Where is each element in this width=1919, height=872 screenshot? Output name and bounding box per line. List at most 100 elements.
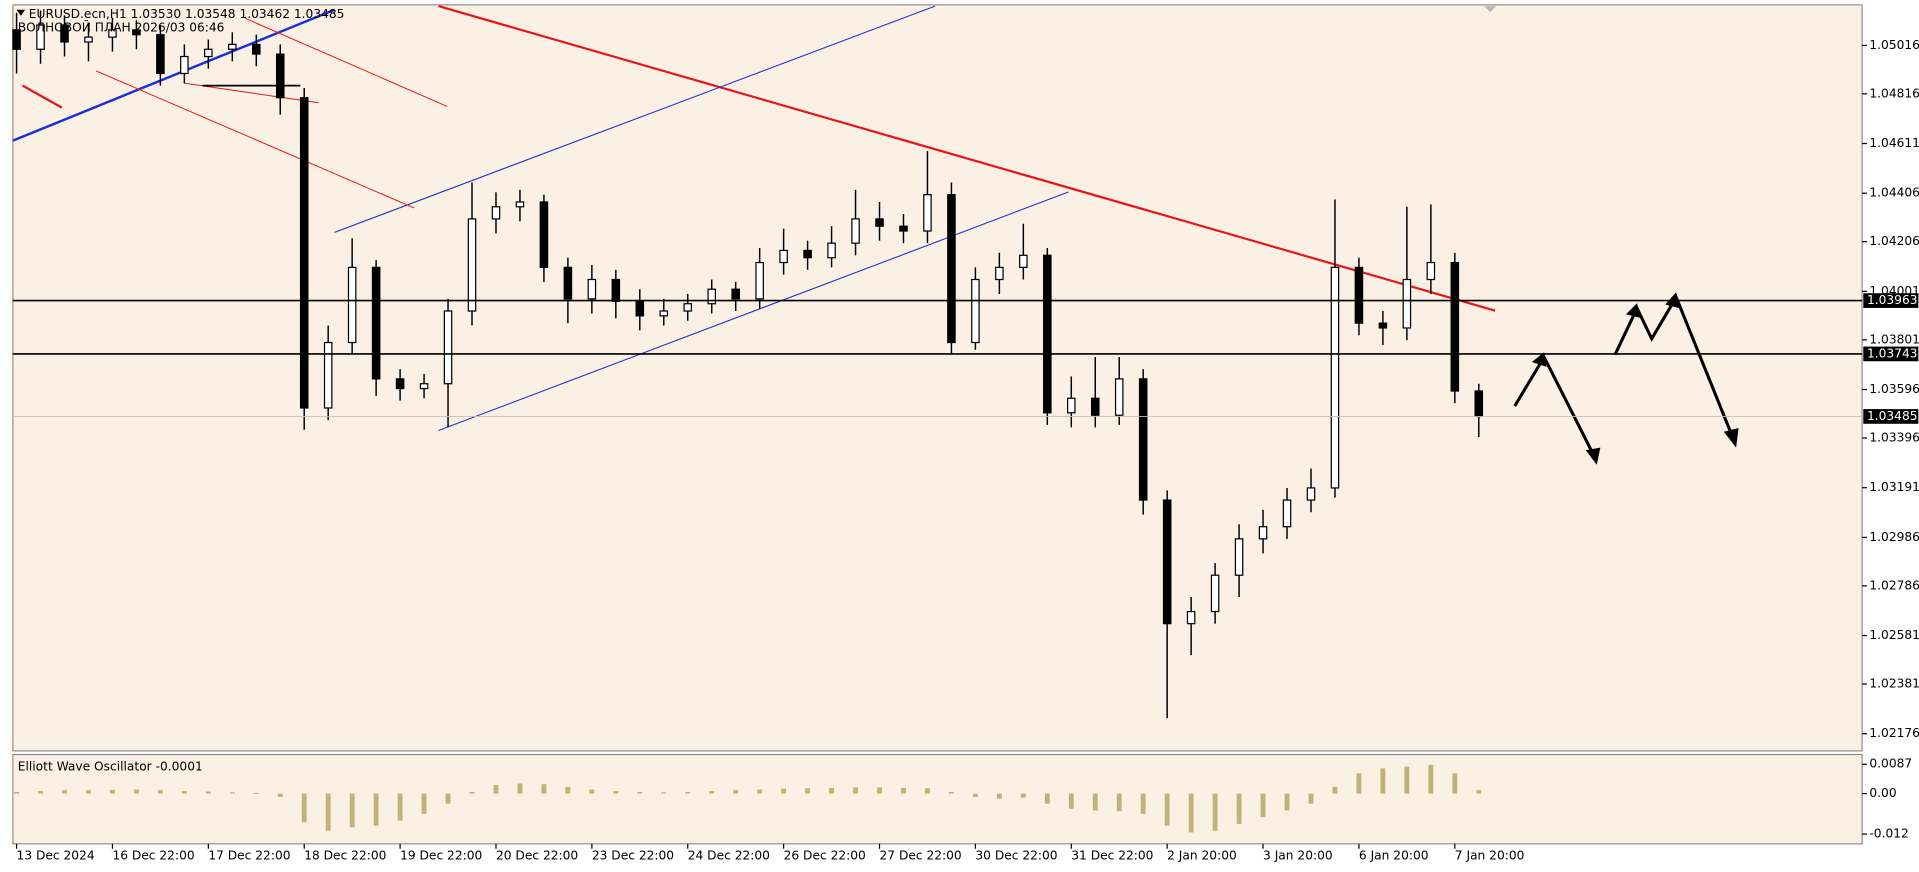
oscillator-bar (781, 788, 787, 794)
candle-body (395, 378, 405, 390)
oscillator-bar (1044, 793, 1050, 804)
oscillator-bar (1332, 786, 1338, 794)
candle-body (60, 24, 69, 43)
candle-body (419, 383, 429, 390)
level-label: 1.03743 (1867, 346, 1918, 360)
oscillator-bar (86, 790, 91, 794)
y-tick-label: 1.02176 (1869, 726, 1919, 740)
candle-body (1450, 261, 1460, 392)
oscillator-bar (589, 789, 595, 794)
y-tick-label: 1.05016 (1869, 38, 1919, 52)
candle-body (491, 206, 501, 220)
oscillator-bar (661, 792, 667, 794)
x-tick-label: 31 Dec 22:00 (1071, 849, 1153, 863)
oscillator-bar (38, 790, 43, 794)
menu-icon (16, 9, 26, 16)
oscillator-bar (733, 790, 739, 794)
oscillator-bar (397, 793, 403, 821)
candle-body (1354, 266, 1364, 324)
x-tick-label: 3 Jan 20:00 (1263, 849, 1333, 863)
x-tick-label: 17 Dec 22:00 (208, 849, 290, 863)
oscillator-bar (1404, 766, 1410, 794)
candle-body (1426, 261, 1436, 281)
current-price-label: 1.03485 (1867, 409, 1918, 423)
y-tick-label: 1.04611 (1869, 136, 1919, 150)
candle-body (1186, 610, 1196, 625)
candle-body (443, 310, 453, 385)
oscillator-bar (1260, 793, 1266, 818)
oscillator-bar (277, 793, 283, 797)
oscillator-bar (157, 790, 163, 794)
candle-body (1474, 390, 1484, 418)
x-tick-label: 2 Jan 20:00 (1167, 849, 1237, 863)
candle-body (347, 266, 357, 344)
oscillator-bar (685, 791, 691, 794)
level-label-bg (1863, 346, 1919, 362)
oscillator-bar (709, 790, 715, 794)
arrow-head (1723, 428, 1739, 448)
osc-y-tick-label: 0.00 (1869, 786, 1896, 800)
candle-body (539, 201, 549, 268)
oscillator-bar (925, 788, 930, 794)
candle-body (1162, 499, 1172, 625)
chart-subtitle: ВОЛНОВОЙ ПЛАН 2026/03 06:46 (18, 20, 225, 35)
oscillator-bar (877, 787, 882, 794)
x-tick-label: 6 Jan 20:00 (1359, 849, 1429, 863)
level-label-bg (1863, 293, 1919, 308)
y-tick-label: 1.03191 (1869, 480, 1919, 494)
candle-body (563, 266, 573, 300)
oscillator-bar (565, 786, 571, 794)
x-tick-label: 30 Dec 22:00 (975, 849, 1057, 863)
candle-body (299, 97, 309, 409)
candle-body (659, 310, 669, 317)
candle-body (611, 278, 621, 302)
candle-body (1258, 526, 1268, 540)
plot: 1.050161.048161.046111.044061.042061.040… (12, 10, 1919, 863)
oscillator-bar (301, 793, 307, 823)
oscillator-bar (1092, 793, 1098, 811)
x-tick-label: 7 Jan 20:00 (1455, 849, 1525, 863)
y-tick-label: 1.03396 (1869, 431, 1919, 445)
oscillator-bar (1140, 793, 1146, 814)
candle-body (1378, 322, 1388, 329)
y-tick-label: 1.04206 (1869, 234, 1919, 248)
trend-line (438, 5, 1496, 312)
y-tick-label: 1.04406 (1869, 186, 1919, 200)
x-tick-label: 23 Dec 22:00 (592, 849, 674, 863)
candle-body (467, 218, 477, 312)
candle-body (36, 24, 45, 50)
candle-body (683, 303, 693, 312)
candle-body (132, 29, 141, 36)
candle-body (851, 218, 860, 244)
trend-line (12, 8, 336, 142)
candle-body (1090, 397, 1100, 416)
oscillator-bar (181, 790, 187, 794)
y-tick-label: 1.03801 (1869, 332, 1919, 346)
oscillator-bar (373, 793, 379, 826)
level-label: 1.03963 (1867, 293, 1918, 307)
oscillator-bar (613, 790, 619, 794)
oscillator-bar (972, 793, 978, 797)
oscillator-bar (1068, 793, 1074, 809)
candle-body (1138, 378, 1148, 501)
x-tick-label: 27 Dec 22:00 (880, 849, 962, 863)
candle-body (731, 288, 740, 300)
oscillator-bar (1188, 793, 1194, 833)
candle-body (707, 288, 717, 305)
oscillator-bar (853, 787, 858, 794)
oscillator-bar (445, 793, 451, 804)
current-price-bg (1863, 409, 1919, 424)
oscillator-bar (1380, 768, 1386, 794)
candle-body (84, 36, 93, 43)
arrow-head (1585, 447, 1601, 465)
oscillator-bar (110, 789, 115, 794)
candle-body (1330, 266, 1340, 489)
candle-body (323, 341, 333, 409)
candle-body (180, 55, 189, 75)
oscillator-bar (829, 787, 835, 794)
candle-body (251, 43, 261, 55)
candle-body (156, 34, 165, 75)
drawings (12, 5, 1739, 465)
oscillator-bar (229, 792, 235, 794)
